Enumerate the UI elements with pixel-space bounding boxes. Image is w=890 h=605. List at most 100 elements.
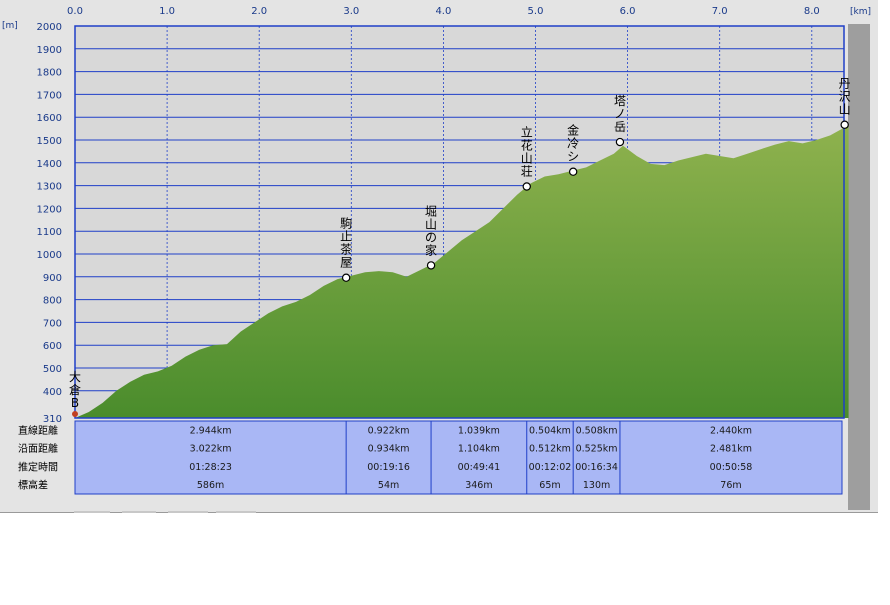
segment-cell: 54m	[378, 480, 399, 491]
x-tick-label: 1.0	[159, 6, 175, 17]
row-label: 標高差	[18, 479, 48, 492]
segment-cell: 0.934km	[368, 444, 410, 455]
segment-cell: 130m	[583, 480, 610, 491]
segment-cell: 0.922km	[368, 425, 410, 436]
segment-cell: 0.504km	[529, 425, 571, 436]
segment-cell: 586m	[197, 480, 224, 491]
waypoint-marker	[341, 273, 351, 282]
segment-cell: 00:12:02	[529, 462, 572, 473]
segment-cell: 1.039km	[458, 425, 500, 436]
y-tick-label: 900	[43, 273, 62, 284]
waypoint-marker	[615, 137, 625, 147]
y-tick-label: 1800	[37, 68, 62, 79]
x-tick-label: 7.0	[712, 6, 728, 17]
y-tick-label: 800	[43, 296, 62, 307]
bottom-tab	[74, 511, 110, 513]
waypoint-name-char: 沢	[839, 90, 851, 104]
y-tick-label: 1000	[37, 250, 62, 261]
waypoint-name-char: B	[71, 396, 79, 410]
x-tick-label: 6.0	[620, 6, 636, 17]
y-tick-label: 310	[43, 414, 62, 425]
segment-cell: 00:19:16	[367, 462, 410, 473]
segment-cell: 2.944km	[190, 425, 232, 436]
waypoint-name-char: 花	[521, 138, 533, 153]
waypoint-name-char: 丹	[839, 77, 851, 91]
waypoint-name-char: 荘	[521, 165, 533, 179]
segment-cell: 0.508km	[576, 425, 618, 436]
segment-cell: 2.440km	[710, 425, 752, 436]
segment-cell: 2.481km	[710, 444, 752, 455]
segment-cell: 346m	[465, 480, 492, 491]
waypoint-name-char: 塔	[614, 94, 626, 108]
bottom-tab	[122, 511, 156, 513]
segment-cell: 00:49:41	[458, 462, 501, 473]
waypoint: 大倉B	[69, 370, 81, 417]
waypoint-marker	[840, 120, 849, 129]
waypoint-name-char: 家	[425, 242, 437, 257]
y-tick-label: 1300	[37, 182, 62, 193]
segment-cell: 00:50:58	[710, 462, 753, 473]
waypoint-name-char: 屋	[340, 256, 352, 270]
bottom-tab	[216, 511, 256, 513]
y-tick-label: 700	[43, 318, 62, 329]
waypoint-name-char: 山	[839, 103, 851, 117]
waypoint-name-char: 駒	[340, 217, 352, 231]
y-tick-label: 1600	[37, 113, 62, 124]
waypoint-name-char: 止	[340, 230, 352, 244]
waypoint-name-char: 岳	[614, 120, 626, 134]
waypoint-marker	[426, 261, 436, 270]
segment-cell: 00:16:34	[575, 462, 618, 473]
start-marker	[72, 411, 78, 417]
x-axis-ticks: 0.0 1.0 2.0 3.0 4.0 5.0 6.0 7.0 8.0	[67, 6, 820, 17]
waypoint-name-char: の	[425, 230, 437, 244]
x-tick-label: 0.0	[67, 6, 83, 17]
y-tick-label: 1100	[37, 227, 62, 238]
waypoint-name-char: 倉	[69, 382, 81, 397]
y-tick-label: 600	[43, 341, 62, 352]
segment-table-bg	[74, 420, 843, 495]
y-tick-label: 500	[43, 364, 62, 375]
segment-cell: 65m	[539, 480, 560, 491]
right-scroll-strip	[848, 24, 870, 510]
segment-cell: 01:28:23	[189, 462, 232, 473]
waypoint-name-char: 茶	[340, 242, 352, 257]
bottom-strip	[74, 511, 274, 514]
row-label: 推定時間	[18, 460, 58, 473]
x-tick-label: 3.0	[343, 6, 359, 17]
waypoint-marker	[568, 167, 578, 176]
waypoint-name-char: 堀	[425, 203, 437, 218]
row-label: 沿面距離	[18, 442, 58, 455]
row-label: 直線距離	[18, 424, 58, 437]
y-tick-label: 2000	[37, 22, 62, 33]
waypoint-name-char: ノ	[614, 107, 626, 121]
waypoint-marker	[522, 182, 531, 191]
bottom-tab	[168, 511, 208, 513]
waypoint: 金冷シ	[567, 123, 579, 176]
waypoint-name-char: 冷	[567, 137, 579, 151]
plot-border	[74, 25, 845, 419]
waypoint-name-char: 山	[521, 152, 533, 166]
y-tick-label: 1900	[37, 45, 62, 56]
segment-cell: 0.525km	[576, 444, 618, 455]
elevation-chart: 2000 1900 1800 1700 1600 1500 1400 1300 1200 1100…	[2, 6, 871, 495]
y-axis-unit: [m]	[2, 21, 18, 31]
waypoint-name-char: 立	[521, 125, 533, 140]
elevation-area	[75, 125, 849, 418]
y-tick-label: 1700	[37, 90, 62, 101]
x-tick-label: 5.0	[528, 6, 544, 17]
waypoint-name-char: 金	[567, 123, 579, 138]
x-tick-label: 4.0	[435, 6, 451, 17]
y-tick-label: 400	[43, 387, 62, 398]
x-tick-label: 8.0	[804, 6, 820, 17]
waypoint: 丹沢山	[839, 77, 851, 129]
y-tick-label: 1200	[37, 204, 62, 215]
segment-cell: 76m	[720, 480, 741, 491]
segment-cell: 1.104km	[458, 444, 500, 455]
segment-table: 2.944km 3.022km 01:28:23 586m 0.922km 0.934km…	[74, 420, 843, 495]
